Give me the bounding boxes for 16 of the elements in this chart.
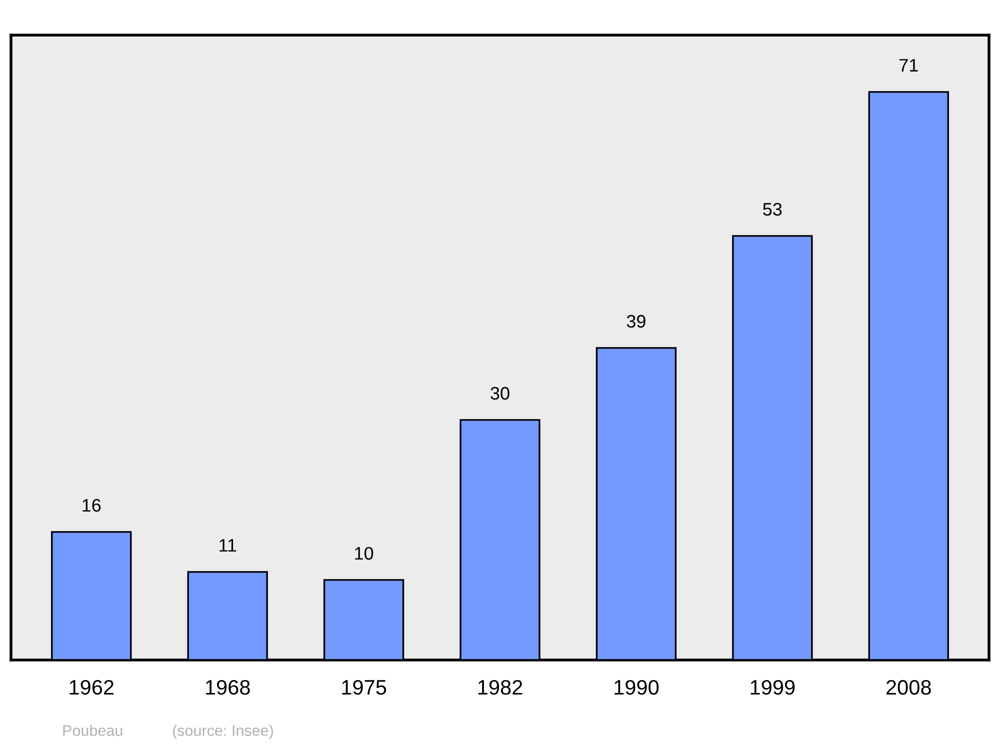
text: (source: Insee) <box>172 724 273 739</box>
data-label: 10 <box>355 546 374 560</box>
x-tick-label: 1982 <box>478 680 522 695</box>
data-label: 71 <box>900 59 918 72</box>
data-label: 39 <box>626 314 646 328</box>
x-tick-label: 1990 <box>614 680 659 695</box>
x-tick-label: 1968 <box>206 680 250 695</box>
x-tick-label: 2008 <box>886 680 931 695</box>
data-label: 16 <box>82 498 101 512</box>
x-tick-label: 1999 <box>750 680 795 695</box>
data-label: 30 <box>490 386 510 400</box>
data-label: 11 <box>220 539 236 552</box>
text: Poubeau <box>63 724 122 736</box>
x-tick-label: 1975 <box>342 680 386 695</box>
data-label: 53 <box>763 202 782 216</box>
x-tick-label: 1962 <box>70 680 114 695</box>
